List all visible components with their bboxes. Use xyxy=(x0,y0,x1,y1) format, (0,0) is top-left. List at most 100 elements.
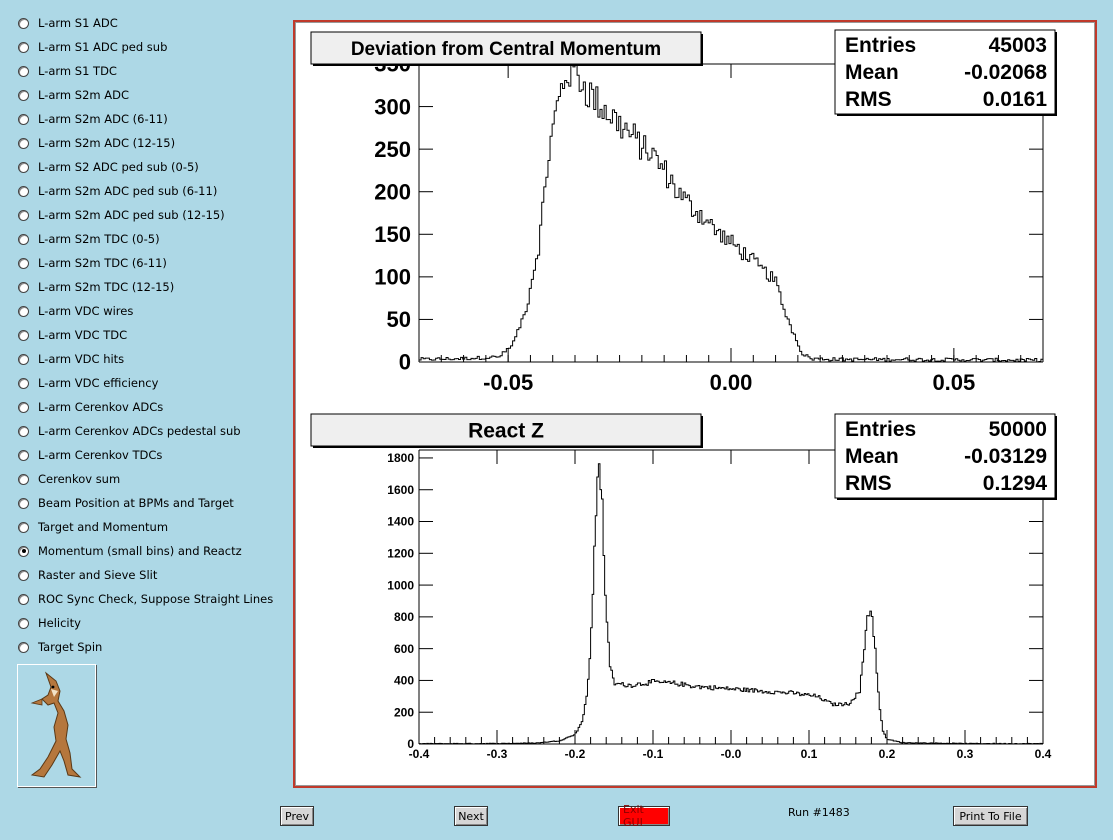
y-tick-label: 600 xyxy=(394,642,414,656)
radio-option[interactable]: L-arm S2m TDC (0-5) xyxy=(18,227,160,251)
x-tick-label: 0.00 xyxy=(710,370,753,395)
radio-button-icon[interactable] xyxy=(18,17,29,29)
radio-option[interactable]: L-arm S1 ADC ped sub xyxy=(18,35,167,59)
radio-button-icon[interactable] xyxy=(18,257,29,269)
radio-button-icon[interactable] xyxy=(18,281,29,293)
radio-option[interactable]: L-arm S2 ADC ped sub (0-5) xyxy=(18,155,199,179)
x-tick-label: -0.2 xyxy=(565,747,586,761)
y-tick-label: 0 xyxy=(407,737,414,751)
radio-button-icon[interactable] xyxy=(18,497,29,509)
radio-button-icon[interactable] xyxy=(18,617,29,629)
x-tick-label: 0.1 xyxy=(801,747,818,761)
radio-button-icon[interactable] xyxy=(18,545,29,557)
radio-option[interactable]: Target Spin xyxy=(18,635,102,659)
radio-button-icon[interactable] xyxy=(18,473,29,485)
radio-option-label: L-arm S2m ADC ped sub (6-11) xyxy=(38,184,218,198)
stats-label: Entries xyxy=(845,34,916,57)
y-tick-label: 300 xyxy=(374,94,411,119)
radio-option-label: L-arm S2m ADC xyxy=(38,88,130,102)
radio-option[interactable]: L-arm VDC hits xyxy=(18,347,124,371)
radio-button-icon[interactable] xyxy=(18,521,29,533)
histogram-line xyxy=(418,463,1044,745)
radio-option[interactable]: Cerenkov sum xyxy=(18,467,120,491)
radio-button-icon[interactable] xyxy=(18,641,29,653)
radio-button-icon[interactable] xyxy=(18,377,29,389)
next-button[interactable]: Next xyxy=(454,806,488,826)
radio-button-icon[interactable] xyxy=(18,233,29,245)
exit-gui-button[interactable]: Exit GUI xyxy=(618,803,670,829)
radio-option[interactable]: Momentum (small bins) and Reactz xyxy=(18,539,242,563)
radio-option[interactable]: L-arm S2m ADC ped sub (6-11) xyxy=(18,179,217,203)
radio-option[interactable]: L-arm VDC TDC xyxy=(18,323,127,347)
y-tick-label: 1800 xyxy=(387,451,414,465)
radio-option[interactable]: Target and Momentum xyxy=(18,515,168,539)
radio-option[interactable]: L-arm Cerenkov ADCs pedestal sub xyxy=(18,419,241,443)
y-tick-label: 1400 xyxy=(387,515,414,529)
radio-button-icon[interactable] xyxy=(18,425,29,437)
stats-value: -0.03129 xyxy=(964,445,1047,468)
radio-button-icon[interactable] xyxy=(18,305,29,317)
y-tick-label: 50 xyxy=(387,307,411,332)
plots-svg: 050100150200250300350-0.050.000.05Deviat… xyxy=(310,29,1057,761)
radio-button-icon[interactable] xyxy=(18,161,29,173)
radio-button-icon[interactable] xyxy=(18,137,29,149)
y-tick-label: 0 xyxy=(399,350,411,375)
prev-button[interactable]: Prev xyxy=(280,806,314,826)
x-tick-label: -0.1 xyxy=(643,747,664,761)
radio-option[interactable]: Beam Position at BPMs and Target xyxy=(18,491,234,515)
histogram-canvas: 050100150200250300350-0.050.000.05Deviat… xyxy=(293,20,1097,788)
radio-option[interactable]: L-arm S2m ADC (12-15) xyxy=(18,131,175,155)
radio-option[interactable]: ROC Sync Check, Suppose Straight Lines xyxy=(18,587,273,611)
radio-option[interactable]: L-arm S2m ADC xyxy=(18,83,129,107)
radio-button-icon[interactable] xyxy=(18,449,29,461)
radio-button-icon[interactable] xyxy=(18,185,29,197)
radio-button-icon[interactable] xyxy=(18,401,29,413)
radio-button-icon[interactable] xyxy=(18,353,29,365)
stats-label: Mean xyxy=(845,61,899,84)
x-tick-label: 0.2 xyxy=(879,747,896,761)
radio-option-label: L-arm Cerenkov ADCs pedestal sub xyxy=(38,424,241,438)
radio-button-icon[interactable] xyxy=(18,329,29,341)
y-tick-label: 150 xyxy=(374,222,411,247)
stats-box xyxy=(834,413,1056,499)
radio-option[interactable]: L-arm S2m ADC ped sub (12-15) xyxy=(18,203,225,227)
radio-option-label: L-arm S2 ADC ped sub (0-5) xyxy=(38,160,199,174)
radio-option[interactable]: L-arm S2m TDC (6-11) xyxy=(18,251,167,275)
y-tick-label: 800 xyxy=(394,610,414,624)
radio-option[interactable]: L-arm Cerenkov TDCs xyxy=(18,443,162,467)
radio-option[interactable]: L-arm S2m ADC (6-11) xyxy=(18,107,168,131)
radio-option[interactable]: L-arm Cerenkov ADCs xyxy=(18,395,163,419)
radio-button-icon[interactable] xyxy=(18,209,29,221)
radio-option-label: L-arm S2m TDC (12-15) xyxy=(38,280,175,294)
radio-button-icon[interactable] xyxy=(18,65,29,77)
y-tick-label: 100 xyxy=(374,265,411,290)
radio-button-icon[interactable] xyxy=(18,569,29,581)
radio-option-label: L-arm S2m TDC (0-5) xyxy=(38,232,160,246)
x-tick-label: -0.0 xyxy=(721,747,742,761)
radio-button-icon[interactable] xyxy=(18,593,29,605)
radio-option-label: L-arm Cerenkov ADCs xyxy=(38,400,164,414)
radio-button-icon[interactable] xyxy=(18,41,29,53)
radio-option[interactable]: Helicity xyxy=(18,611,81,635)
print-to-file-button[interactable]: Print To File xyxy=(953,806,1028,826)
title-box xyxy=(310,413,702,447)
radio-option[interactable]: L-arm VDC wires xyxy=(18,299,133,323)
radio-option[interactable]: L-arm S1 ADC xyxy=(18,11,118,35)
stats-value: 0.1294 xyxy=(983,472,1048,495)
plot-title: React Z xyxy=(468,420,544,443)
radio-option-label: Target Spin xyxy=(38,640,103,654)
radio-option-label: L-arm Cerenkov TDCs xyxy=(38,448,163,462)
title-box xyxy=(310,31,702,65)
radio-button-icon[interactable] xyxy=(18,113,29,125)
radio-option-label: L-arm S2m ADC (12-15) xyxy=(38,136,176,150)
radio-option[interactable]: Raster and Sieve Slit xyxy=(18,563,157,587)
radio-option[interactable]: L-arm VDC efficiency xyxy=(18,371,158,395)
radio-option[interactable]: L-arm S2m TDC (12-15) xyxy=(18,275,174,299)
radio-button-icon[interactable] xyxy=(18,89,29,101)
plot-title: Deviation from Central Momentum xyxy=(351,39,661,60)
radio-option-label: L-arm VDC hits xyxy=(38,352,125,366)
stats-label: Mean xyxy=(845,445,899,468)
radio-option-label: Target and Momentum xyxy=(38,520,169,534)
radio-option-label: Beam Position at BPMs and Target xyxy=(38,496,234,510)
radio-option[interactable]: L-arm S1 TDC xyxy=(18,59,117,83)
